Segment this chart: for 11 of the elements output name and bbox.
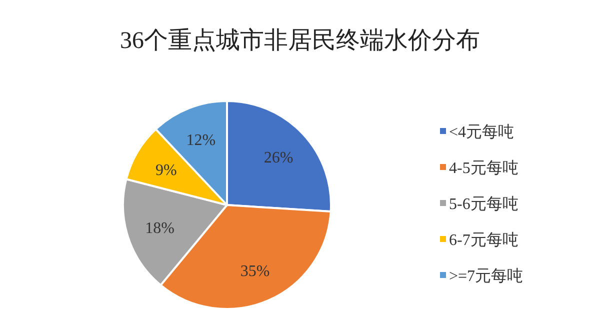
data-label: 26% (264, 150, 294, 167)
data-label: 12% (186, 132, 216, 150)
legend-label: 4-5元每吨 (449, 159, 518, 177)
legend-label: 5-6元每吨 (449, 195, 518, 213)
legend-label: <4元每吨 (449, 123, 514, 141)
legend-label: >=7元每吨 (449, 267, 524, 285)
legend-label: 6-7元每吨 (449, 231, 518, 249)
data-label: 35% (240, 262, 270, 280)
data-label: 18% (145, 220, 174, 237)
data-label: 9% (155, 162, 177, 179)
chart-title: 36个重点城市非居民终端水价分布 (120, 27, 480, 54)
